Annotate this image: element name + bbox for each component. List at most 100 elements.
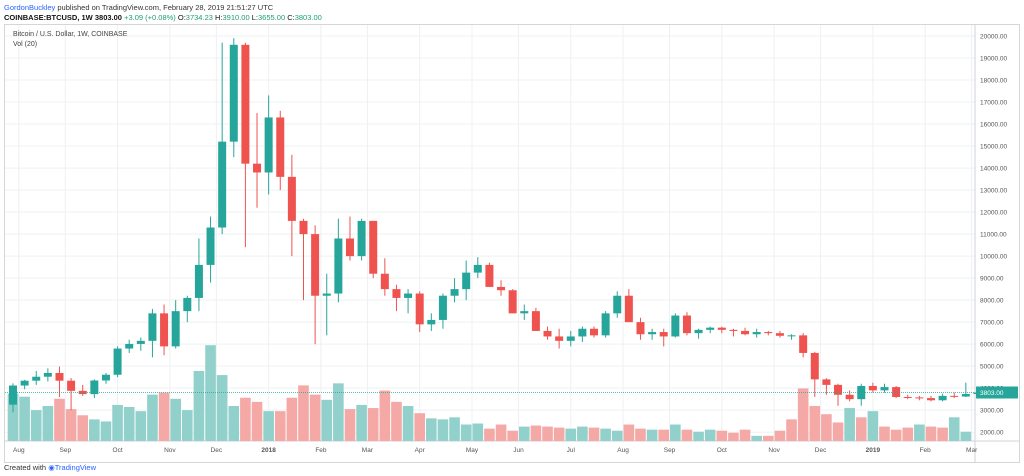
candle-body: [926, 398, 935, 401]
candle-body: [450, 289, 459, 296]
volume-bar: [635, 428, 646, 441]
volume-bar: [298, 385, 309, 441]
y-tick-label: 11000.00: [980, 232, 1007, 239]
y-tick-label: 13000.00: [980, 188, 1007, 195]
high-value: 3910.00: [222, 13, 250, 22]
volume-bar: [925, 426, 937, 441]
author-link[interactable]: GordonBuckley: [4, 3, 56, 12]
volume-bar: [832, 422, 844, 441]
volume-bar: [367, 408, 379, 441]
volume-bar: [309, 394, 321, 441]
y-tick-label: 9000.00: [980, 276, 1004, 283]
candle-body: [427, 319, 436, 325]
volume-bar: [728, 432, 739, 441]
footer: Created with ◉TradingView: [4, 463, 96, 472]
publish-line: GordonBuckley published on TradingView.c…: [4, 3, 273, 12]
candle-body: [578, 328, 587, 337]
volume-bar: [112, 404, 123, 441]
x-tick-label: 2018: [261, 447, 276, 454]
volume-bar: [123, 407, 135, 441]
x-tick-label: Aug: [617, 447, 629, 454]
volume-bar: [902, 427, 914, 441]
candle-body: [613, 295, 622, 314]
candle-body: [20, 380, 29, 386]
candle-body: [299, 220, 308, 235]
tradingview-logo-icon[interactable]: ◉: [48, 463, 55, 472]
y-tick-label: 19000.00: [980, 56, 1007, 63]
volume-bar: [774, 430, 786, 441]
y-tick-label: 14000.00: [980, 166, 1007, 173]
x-tick-label: Jul: [567, 447, 576, 454]
candle-body: [659, 332, 668, 337]
volume-bar: [611, 430, 623, 441]
candle-body: [206, 227, 215, 265]
volume-bar: [577, 426, 588, 441]
volume-bar: [809, 405, 821, 441]
volume-bar: [402, 405, 414, 441]
candle-body: [125, 343, 134, 349]
volume-bar: [484, 428, 495, 441]
x-tick-label: Mar: [966, 447, 978, 454]
candle-body: [287, 176, 296, 221]
candle-body: [520, 311, 529, 314]
volume-bar: [77, 415, 89, 441]
close-label: C:: [287, 13, 295, 22]
candle-body: [101, 374, 110, 381]
symbol-name: COINBASE:BTCUSD, 1W: [4, 13, 93, 22]
x-tick-label: Feb: [920, 447, 932, 454]
candle-body: [276, 117, 285, 177]
candle-body: [253, 163, 262, 173]
candle-body: [671, 315, 680, 337]
volume-bar: [158, 392, 170, 441]
candle-body: [438, 295, 447, 320]
candle-body: [241, 44, 250, 164]
chart-panel[interactable]: 2000.003000.004000.005000.006000.007000.…: [4, 24, 1020, 463]
candle-body: [810, 352, 819, 380]
volume-bar: [507, 430, 518, 441]
volume-bar: [263, 411, 274, 441]
volume-bar: [600, 428, 611, 441]
candle-body: [322, 293, 331, 296]
candle-body: [497, 286, 506, 291]
candle-body: [799, 335, 808, 353]
x-tick-label: Dec: [211, 447, 223, 454]
x-tick-label: 2019: [866, 447, 881, 454]
candle-body: [834, 384, 843, 395]
candle-body: [566, 336, 575, 341]
candle-body: [950, 395, 959, 397]
candle-body: [78, 390, 87, 395]
open-value: 3734.23: [185, 13, 213, 22]
candle-body: [706, 327, 715, 330]
volume-bar: [693, 431, 704, 441]
volume-bar: [914, 424, 925, 441]
candle-body: [369, 220, 378, 274]
candle-body: [415, 293, 424, 325]
candle-body: [55, 372, 64, 381]
low-label: L:: [251, 13, 258, 22]
y-tick-label: 6000.00: [980, 342, 1004, 349]
volume-bar: [844, 408, 855, 441]
candlestick-chart[interactable]: 2000.003000.004000.005000.006000.007000.…: [5, 25, 1019, 462]
candle-body: [345, 238, 354, 257]
candle-body: [961, 394, 970, 397]
y-tick-label: 18000.00: [980, 78, 1007, 85]
volume-bar: [658, 429, 670, 441]
volume-bar: [356, 404, 367, 441]
tradingview-brand[interactable]: TradingView: [54, 463, 97, 472]
volume-bar: [623, 424, 635, 441]
symbol-line: COINBASE:BTCUSD, 1W 3803.00 +3.09 (+0.08…: [4, 13, 322, 22]
volume-bar: [379, 390, 391, 441]
volume-bar: [240, 397, 251, 441]
volume-bar: [344, 409, 356, 441]
volume-bar: [646, 429, 658, 441]
created-with-label: Created with: [4, 463, 47, 472]
volume-bar: [542, 426, 553, 441]
candle-body: [9, 385, 17, 405]
volume-bar: [181, 410, 193, 441]
open-label: O:: [177, 13, 186, 22]
volume-bar: [716, 430, 728, 441]
candle-body: [136, 340, 145, 344]
volume-bar: [855, 417, 867, 441]
x-tick-label: Nov: [768, 447, 780, 454]
candle-body: [636, 322, 645, 335]
